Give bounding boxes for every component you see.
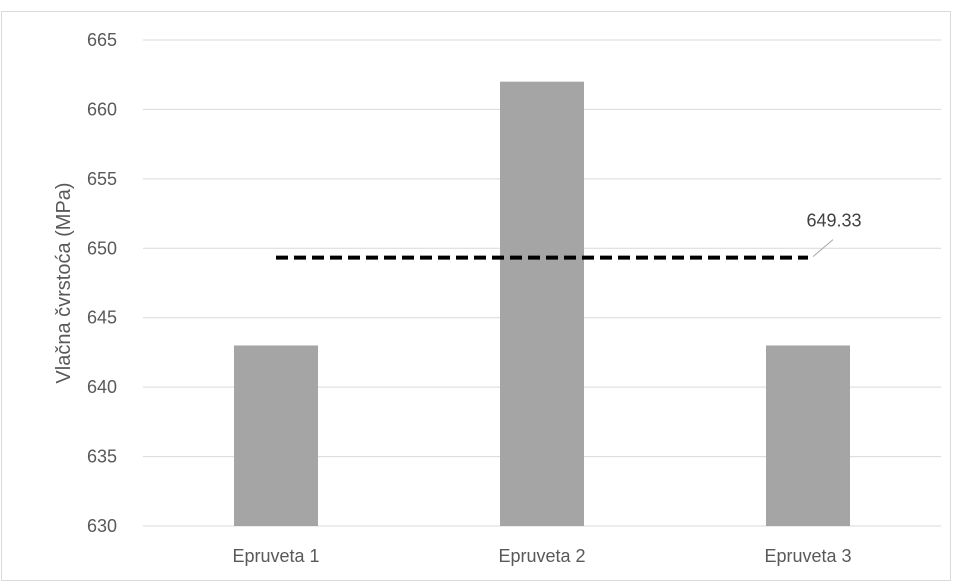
- bar: [766, 345, 850, 526]
- average-data-label: 649.33: [806, 211, 861, 231]
- bar: [500, 81, 584, 527]
- average-label-leader: [812, 239, 834, 257]
- bar: [234, 345, 318, 526]
- x-tick-label: Epruveta 2: [498, 546, 585, 566]
- y-tick-label: 635: [87, 447, 117, 467]
- x-tick-label: Epruveta 3: [764, 546, 851, 566]
- y-tick-label: 650: [87, 238, 117, 258]
- bars: [234, 81, 850, 527]
- y-tick-labels: 630 635 640 645 650 655 660 665: [87, 30, 117, 536]
- y-tick-label: 630: [87, 516, 117, 536]
- x-tick-label: Epruveta 1: [232, 546, 319, 566]
- x-tick-labels: Epruveta 1 Epruveta 2 Epruveta 3: [232, 546, 851, 566]
- y-tick-label: 640: [87, 377, 117, 397]
- y-axis-title: Vlačna čvrstoća (MPa): [53, 182, 75, 383]
- y-tick-label: 655: [87, 169, 117, 189]
- y-tick-label: 660: [87, 99, 117, 119]
- y-tick-label: 645: [87, 308, 117, 328]
- average-line-group: 649.33: [276, 211, 862, 260]
- y-tick-label: 665: [87, 30, 117, 50]
